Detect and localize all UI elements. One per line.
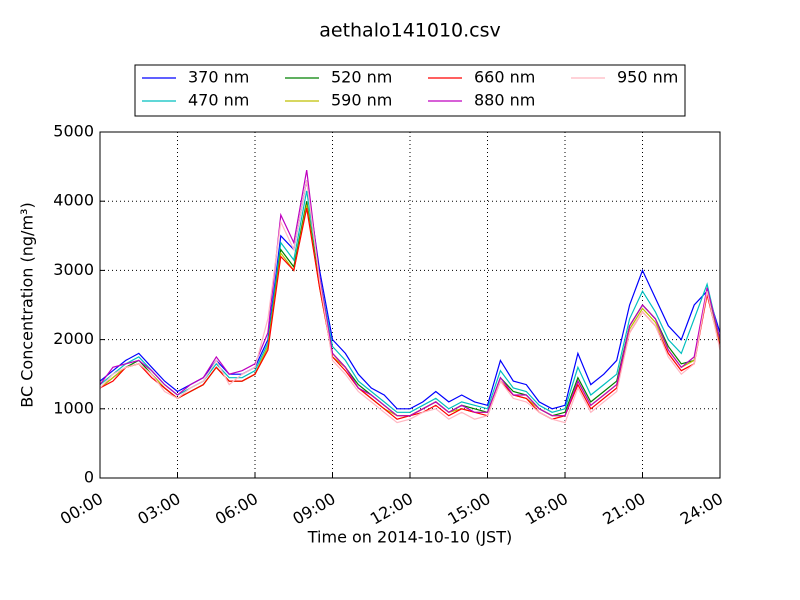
y-tick-label: 0: [84, 468, 94, 487]
y-tick-label: 5000: [53, 122, 94, 141]
legend-label: 370 nm: [188, 68, 249, 87]
series-line: [99, 180, 721, 410]
y-tick-label: 2000: [53, 329, 94, 348]
x-tick-label: 12:00: [367, 489, 416, 529]
y-tick-label: 4000: [53, 191, 94, 210]
legend-frame: [134, 64, 686, 117]
chart-title: aethalo141010.csv: [319, 20, 501, 42]
x-tick-label: 21:00: [599, 489, 648, 529]
legend: 370 nm 470 nm 520 nm 590 nm 660 nm 880 nm 950 …: [134, 64, 686, 117]
series-line: [99, 169, 721, 417]
x-tick-label: 06:00: [212, 489, 261, 529]
legend-label: 660 nm: [474, 68, 535, 87]
x-tick-label: 09:00: [289, 489, 338, 529]
y-axis-label: BC Concentration (ng/m³): [18, 202, 37, 407]
legend-label: 520 nm: [331, 68, 392, 87]
x-tick-label: 18:00: [522, 489, 571, 529]
legend-label: 470 nm: [188, 91, 249, 110]
x-axis-label: Time on 2014-10-10 (JST): [307, 528, 512, 547]
legend-label: 950 nm: [617, 68, 678, 87]
x-tick-label: 03:00: [134, 489, 183, 529]
plot-frame: [99, 131, 721, 479]
y-tick-label: 3000: [53, 260, 94, 279]
x-tick-label: 00:00: [57, 489, 106, 529]
x-tick-label: 24:00: [677, 489, 726, 529]
x-tick-label: 15:00: [444, 489, 493, 529]
series-line: [99, 180, 721, 424]
y-tick-label: 1000: [53, 398, 94, 417]
legend-label: 590 nm: [331, 91, 392, 110]
legend-label: 880 nm: [474, 91, 535, 110]
